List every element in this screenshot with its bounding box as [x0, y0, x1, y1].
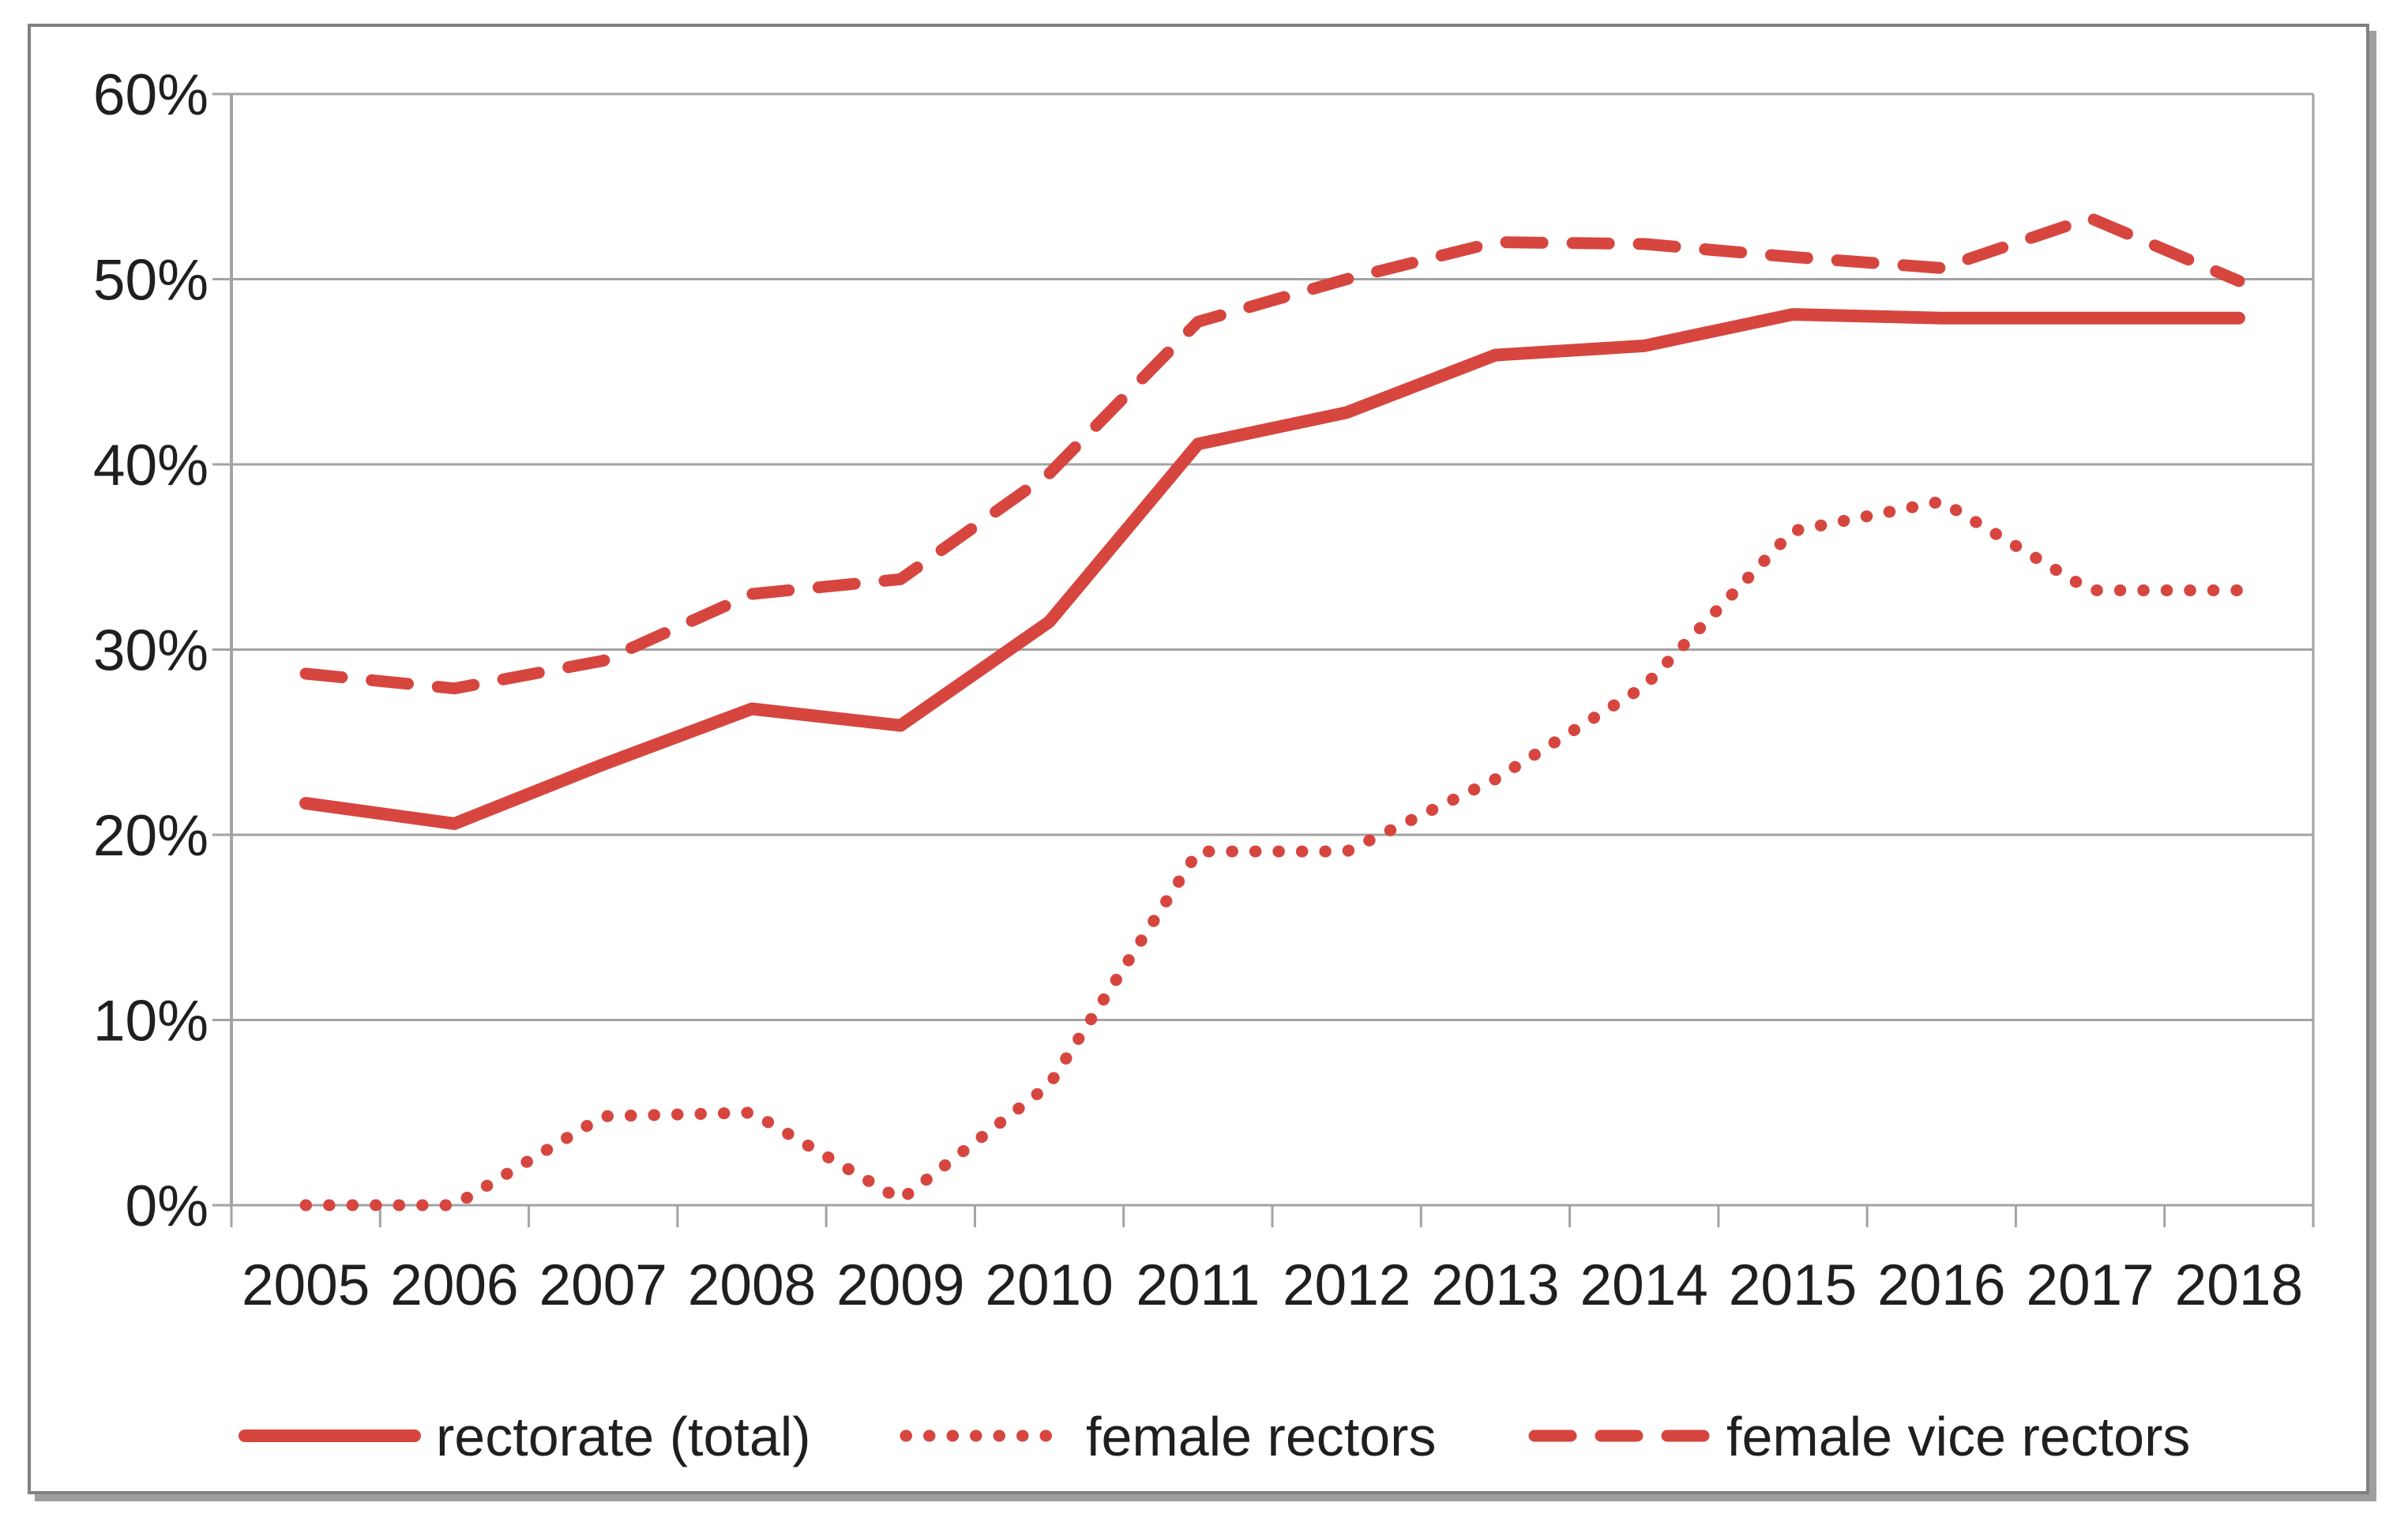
x-axis-label-2012: 2012 [1283, 1253, 1411, 1317]
x-axis-label-2013: 2013 [1431, 1253, 1559, 1317]
legend-label-solid: rectorate (total) [436, 1406, 811, 1467]
x-axis-label-2014: 2014 [1580, 1253, 1708, 1317]
series-line-rectorate-total- [299, 308, 2245, 830]
chart-frame [28, 24, 2369, 1494]
x-axis-label-2010: 2010 [985, 1253, 1113, 1317]
legend-label-dotted: female rectors [1086, 1406, 1436, 1467]
series-line-female-rectors [299, 495, 2245, 1212]
legend-label-dashed: female vice rectors [1726, 1406, 2190, 1467]
y-axis-label-20: 20% [93, 804, 208, 868]
series-line-female-vice-rectors [299, 212, 2245, 695]
y-axis-label-10: 10% [93, 990, 208, 1054]
x-axis-label-2011: 2011 [1136, 1253, 1260, 1317]
y-axis-label-50: 50% [93, 249, 208, 313]
x-axis-label-2016: 2016 [1877, 1253, 2005, 1317]
y-axis-label-40: 40% [93, 434, 208, 498]
x-axis-label-2008: 2008 [688, 1253, 816, 1317]
x-axis-label-2006: 2006 [390, 1253, 518, 1317]
y-axis-label-60: 60% [93, 63, 208, 127]
x-axis-label-2018: 2018 [2175, 1253, 2303, 1317]
x-axis-label-2007: 2007 [539, 1253, 667, 1317]
y-axis-label-30: 30% [93, 619, 208, 683]
x-axis-label-2005: 2005 [242, 1253, 370, 1317]
y-axis-label-0: 0% [125, 1174, 208, 1238]
x-axis-label-2017: 2017 [2026, 1253, 2154, 1317]
x-axis-label-2015: 2015 [1729, 1253, 1857, 1317]
x-axis-label-2009: 2009 [836, 1253, 964, 1317]
